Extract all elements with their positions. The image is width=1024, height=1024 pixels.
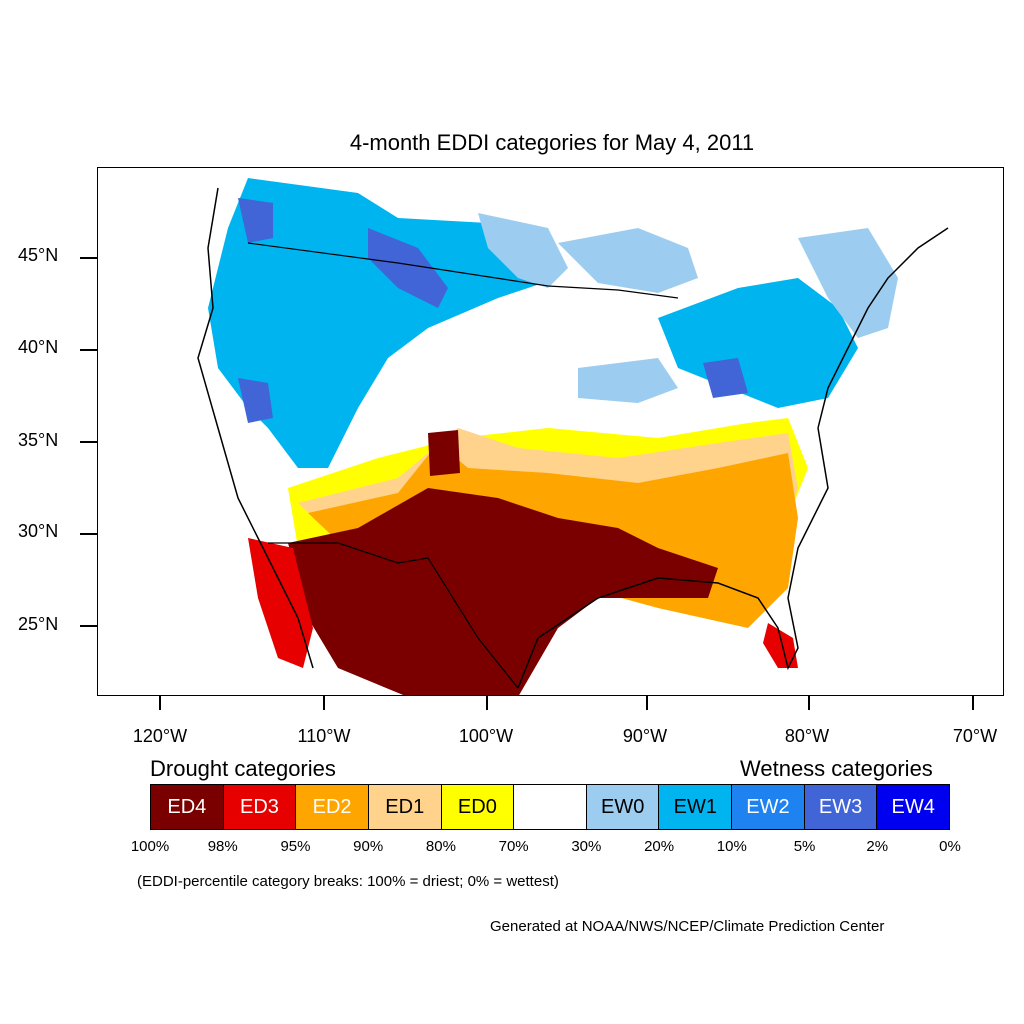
map-panel	[97, 167, 1004, 696]
legend-swatch-ed3: ED3	[223, 785, 297, 829]
legend-swatch-ew0: EW0	[586, 785, 660, 829]
lat-label-40: 40°N	[18, 337, 59, 357]
lon-tick	[323, 696, 325, 710]
wetness-heading: Wetness categories	[740, 756, 933, 781]
category-legend: ED4 ED3 ED2 ED1 ED0 EW0 EW1 EW2 EW3 EW4	[150, 784, 950, 830]
drought-region-kansas-ed4	[428, 430, 460, 476]
eddi-map	[197, 178, 949, 695]
legend-swatch-ew2: EW2	[732, 785, 805, 829]
lat-label-35: 35°N	[18, 430, 59, 450]
lat-label-30: 30°N	[18, 521, 59, 541]
percentile-break: 5%	[793, 838, 816, 855]
lon-label-90: 90°W	[622, 726, 668, 746]
lon-tick	[972, 696, 974, 710]
drought-region-south-ed4	[288, 488, 718, 695]
category-note: (EDDI-percentile category breaks: 100% =…	[137, 873, 559, 890]
percentile-break: 70%	[498, 838, 529, 855]
lon-label-120: 120°W	[132, 726, 188, 746]
wet-region-greatlakes-ew0	[578, 358, 678, 403]
percentile-break: 80%	[425, 838, 456, 855]
lat-tick	[80, 257, 97, 259]
lon-label-70: 70°W	[952, 726, 998, 746]
lon-label-100: 100°W	[458, 726, 514, 746]
lon-tick	[159, 696, 161, 710]
map-title: 4-month EDDI categories for May 4, 2011	[349, 130, 755, 155]
wet-region-northwest-ew0	[478, 213, 568, 288]
percentile-break: 98%	[207, 838, 238, 855]
wet-region-wa-ew3	[238, 198, 273, 243]
wet-region-northwest	[208, 178, 543, 468]
lon-label-110: 110°W	[297, 726, 351, 746]
wet-region-canada-ew0	[558, 228, 698, 293]
legend-swatch-ew4: EW4	[877, 785, 950, 829]
coastline-west	[197, 187, 314, 669]
legend-swatch-ed4: ED4	[151, 785, 224, 829]
credit-line: Generated at NOAA/NWS/NCEP/Climate Predi…	[490, 918, 885, 935]
drought-region-baja-ed3	[248, 538, 313, 668]
lon-tick	[808, 696, 810, 710]
drought-heading: Drought categories	[150, 756, 336, 781]
legend-swatch-ed2: ED2	[296, 785, 369, 829]
legend-swatch-neutral	[514, 785, 587, 829]
percentile-break: 95%	[280, 838, 311, 855]
lat-tick	[80, 533, 97, 535]
percentile-break: 90%	[353, 838, 384, 855]
legend-swatch-ew3: EW3	[804, 785, 878, 829]
percentile-break: 2%	[866, 838, 889, 855]
border-us-mexico	[268, 542, 519, 689]
lat-label-45: 45°N	[18, 245, 59, 265]
legend-swatch-ed1: ED1	[368, 785, 442, 829]
percentile-break: 0%	[939, 838, 961, 855]
percentile-break: 10%	[716, 838, 747, 855]
lon-tick	[486, 696, 488, 710]
wet-region-rockies-ew3	[368, 228, 448, 308]
percentile-break: 30%	[571, 838, 602, 855]
lat-tick	[80, 349, 97, 351]
lon-tick	[646, 696, 648, 710]
coastline-gulf	[517, 427, 829, 689]
legend-swatch-ed0: ED0	[441, 785, 515, 829]
lon-label-80: 80°W	[784, 726, 830, 746]
wet-region-northeast-ew0	[798, 228, 898, 338]
lat-tick	[80, 625, 97, 627]
lat-tick	[80, 441, 97, 443]
percentile-break: 100%	[130, 838, 170, 855]
border-us-canada	[247, 242, 679, 299]
percentile-break: 20%	[644, 838, 675, 855]
lat-label-25: 25°N	[18, 614, 59, 634]
wet-region-nevada-ew3	[238, 378, 273, 423]
legend-swatch-ew1: EW1	[659, 785, 733, 829]
wet-region-michigan-ew3	[703, 358, 748, 398]
drought-region-florida-ed3	[763, 623, 798, 668]
coastline-east	[817, 227, 949, 429]
